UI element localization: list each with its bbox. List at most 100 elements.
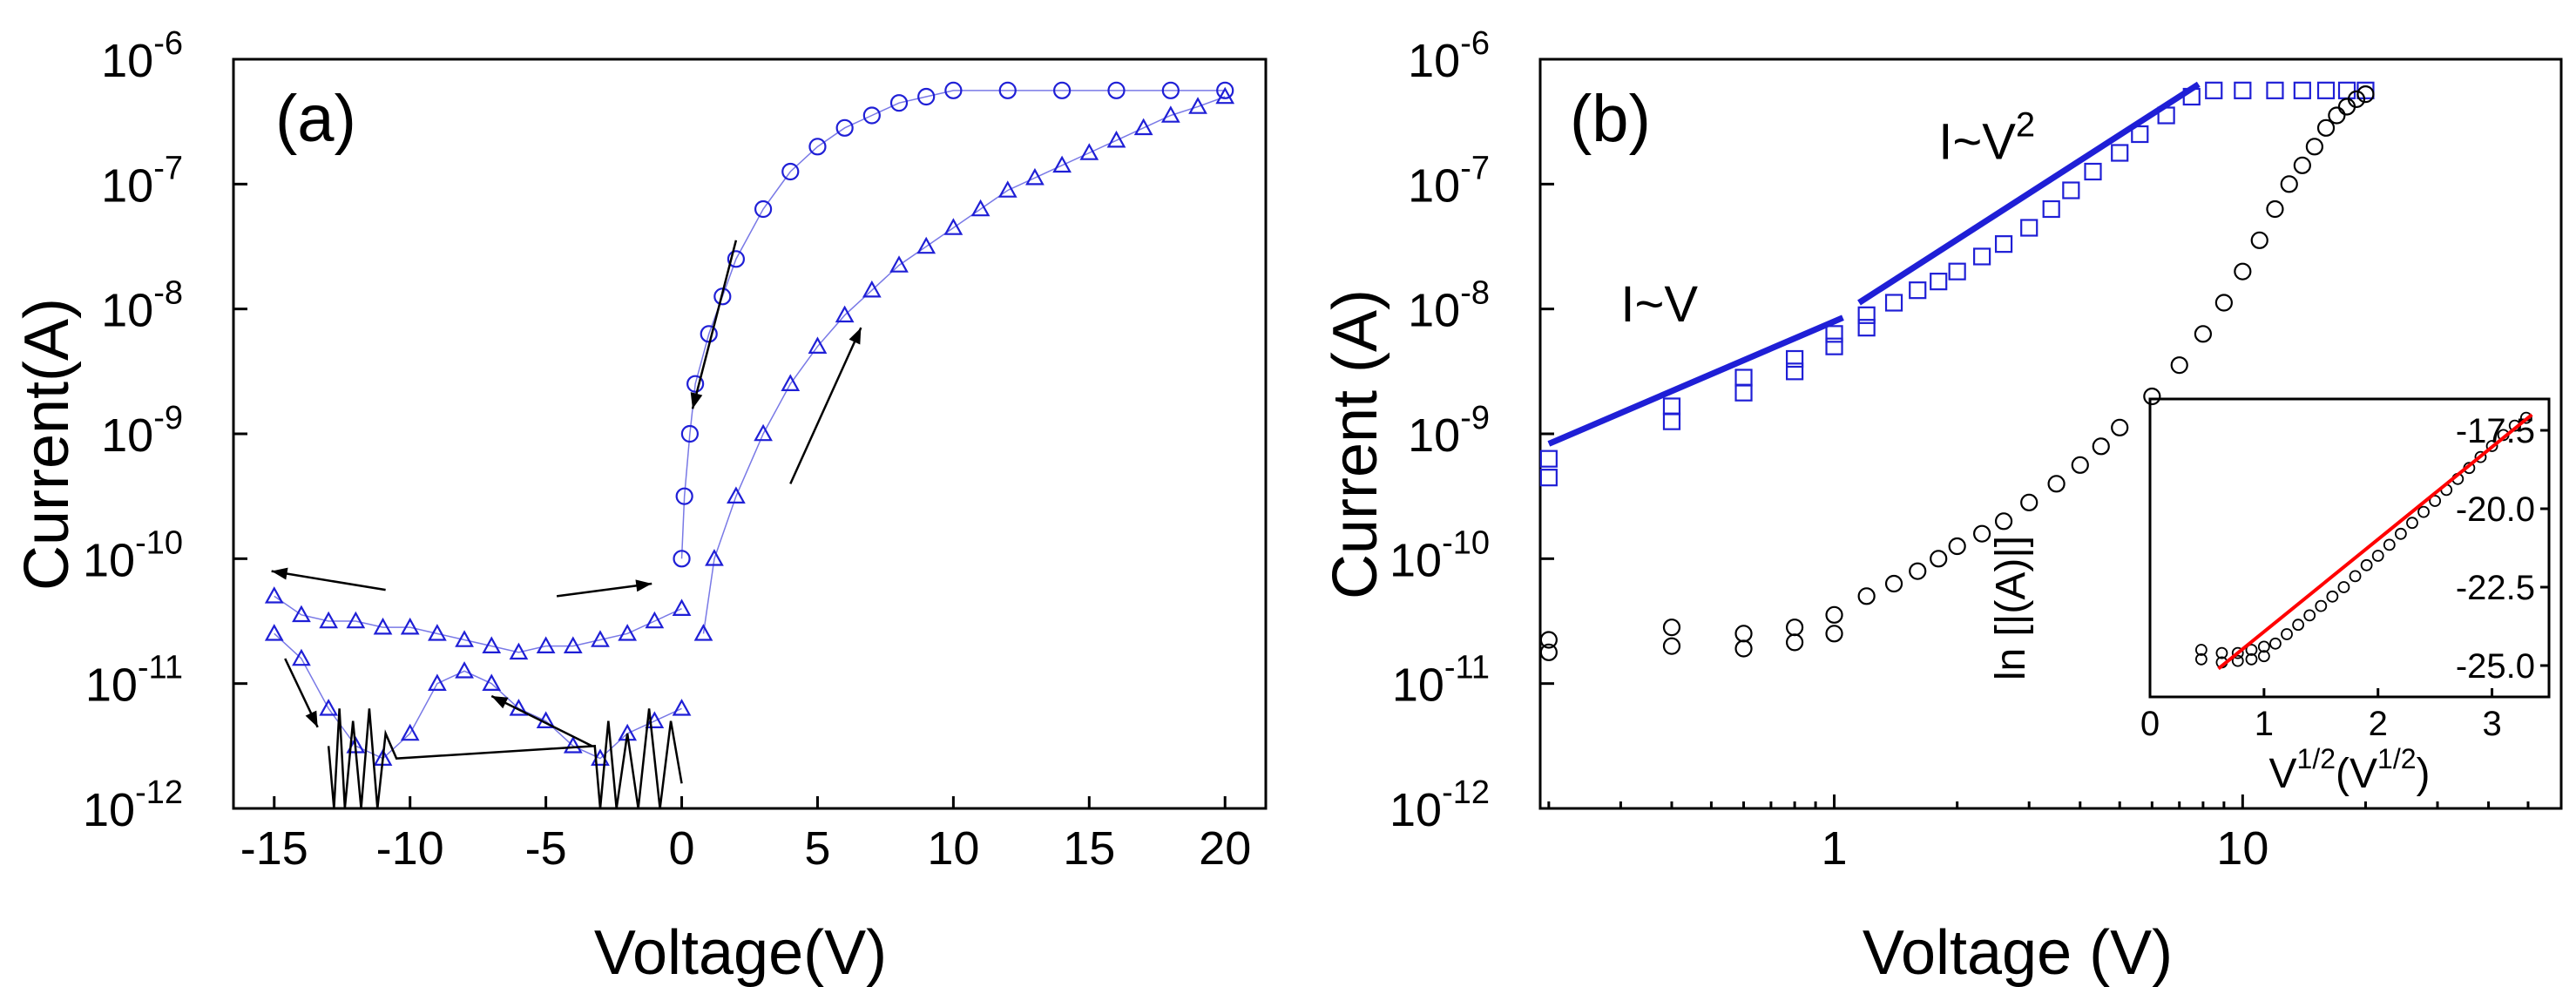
panel-a-y-tick-label-base: 10: [85, 659, 138, 712]
panel-a-y-tick-label-exponent: -6: [153, 25, 183, 62]
panel-b-annotation-exponent: 2: [2016, 106, 2035, 145]
panel-a-data-point: [754, 423, 773, 442]
inset-x-title-exp1: 1/2: [2297, 743, 2336, 774]
inset-data-point: [2292, 619, 2305, 632]
panel-b-data-point: [2214, 294, 2233, 312]
panel-b-data-point: [1662, 397, 1681, 416]
panel-a-x-axis-title: Voltage(V): [594, 918, 887, 987]
panel-b: (b) Voltage (V) Current (A) ln [|(A)|] 1…: [1321, 25, 2563, 987]
panel-a-series-1: [673, 81, 1234, 568]
inset-data-point: [2245, 644, 2258, 656]
panel-b-data-point: [2047, 475, 2066, 493]
panel-a-y-tick-label: 10-9: [101, 400, 183, 462]
panel-b-y-tick-label-exponent: -6: [1460, 25, 1490, 62]
inset-y-tick-label: -22.5: [2456, 569, 2535, 607]
inset-data-point: [2231, 646, 2244, 659]
panel-a-data-point: [428, 673, 447, 691]
panel-b-data-point: [2305, 138, 2323, 156]
panel-a-data-point: [1188, 97, 1207, 114]
panel-a-y-tick-label-exponent: -12: [135, 774, 183, 811]
panel-a-arrow-3: [271, 567, 386, 592]
inset-data-point: [2394, 527, 2407, 540]
panel-a-y-tick-label-exponent: -7: [153, 150, 183, 186]
panel-a-arrow-1-shaft: [789, 327, 862, 484]
panel-b-data-point: [2170, 356, 2188, 375]
panel-a-data-point: [944, 81, 963, 99]
panel-a-x-tick-label: 10: [927, 822, 979, 875]
inset-data-point: [2371, 550, 2384, 562]
panel-b-y-tick-label: 10-9: [1408, 400, 1490, 462]
panel-b-y-tick-label-exponent: -12: [1442, 774, 1490, 811]
panel-a-arrow-5: [490, 694, 593, 747]
panel-a-data-point: [591, 630, 610, 647]
panel-a-data-point: [1106, 130, 1126, 148]
panel-b-series-1: [1539, 85, 2375, 661]
panel-a-data-point: [889, 94, 909, 112]
panel-a-arrow-4: [284, 658, 319, 728]
panel-b-data-point: [1948, 262, 1966, 281]
panel-a-data-point: [563, 636, 583, 653]
panel-b-data-point: [2316, 81, 2336, 99]
panel-b-data-point: [2092, 437, 2110, 456]
panel-a-x-tick-label: 5: [804, 822, 830, 875]
panel-a-data-point: [482, 636, 502, 653]
panel-b-y-tick-label-base: 10: [1408, 159, 1460, 212]
panel-b-data-point: [1825, 605, 1843, 624]
panel-b-data-point: [2143, 387, 2161, 406]
panel-a-data-point: [400, 723, 420, 741]
inset-x-tick-label: 3: [2482, 705, 2501, 743]
panel-b-data-point: [2084, 162, 2102, 181]
inset-data-point: [2429, 495, 2442, 507]
panel-b-y-tick-label-exponent: -11: [1444, 650, 1490, 686]
panel-a-data-point: [781, 374, 801, 391]
panel-b-data-point: [1825, 325, 1843, 343]
panel-a-arrow-1: [789, 327, 862, 484]
panel-a-arrow-5-head: [491, 696, 509, 709]
panel-b-data-point: [1973, 524, 1991, 543]
panel-a-series-line: [274, 595, 682, 653]
inset-data-point: [2383, 538, 2396, 551]
panel-b-data-point: [1786, 349, 1804, 368]
panel-b-y-tick-label-exponent: -9: [1460, 400, 1490, 436]
panel-a-arrow-2-shaft: [556, 582, 652, 598]
inset-data-point: [2360, 558, 2373, 571]
panel-b-data-point: [1994, 235, 2013, 254]
panel-a-data-point: [808, 138, 827, 156]
inset-x-title-base: V: [2269, 751, 2297, 797]
inset-data-point: [2194, 652, 2208, 666]
inset-data-point: [2194, 644, 2208, 656]
panel-a-data-point: [645, 611, 665, 629]
panel-a-y-tick-label: 10-6: [101, 25, 183, 87]
inset-data-point: [2257, 640, 2270, 653]
panel-b-data-point: [1539, 631, 1558, 649]
panel-a-data-point: [862, 106, 881, 125]
panel-a-y-tick-label-exponent: -8: [153, 275, 183, 312]
panel-a-arrow-5-shaft: [490, 694, 593, 747]
inset-fit-line: [2217, 413, 2533, 671]
panel-a-data-point: [373, 617, 393, 635]
panel-b-y-tick-label-base: 10: [1392, 659, 1444, 712]
panel-a-data-point: [1079, 143, 1099, 160]
panel-a-data-point: [1107, 81, 1126, 99]
panel-a-y-tick-label: 10-11: [85, 650, 183, 712]
panel-a-arrow-3-head: [271, 567, 288, 580]
panel-b-data-point: [2020, 219, 2038, 237]
panel-b-data-point: [1825, 625, 1843, 643]
panel-b-data-point: [2131, 125, 2149, 144]
panel-a-data-point: [705, 549, 724, 566]
panel-b-x-tick-label: 1: [1822, 822, 1848, 875]
panel-b-data-point: [1909, 562, 1927, 580]
panel-b-data-point: [2328, 106, 2346, 125]
panel-a: (a) Voltage(V) Current(A) -15 -10 -5 0 5 10 15…: [12, 25, 1268, 987]
panel-b-data-point: [2337, 81, 2356, 99]
panel-b-data-point: [2347, 90, 2366, 108]
panel-a-data-point: [680, 424, 699, 443]
panel-b-data-point: [1973, 247, 1991, 266]
panel-b-y-axis-title: Current (A): [1321, 289, 1390, 599]
panel-a-data-point: [781, 162, 800, 181]
panel-a-y-tick-label: 10-7: [101, 150, 183, 212]
panel-a-data-point: [563, 736, 583, 754]
panel-a-y-tick-label-base: 10: [83, 534, 135, 586]
panel-a-arrow-0: [690, 240, 738, 409]
